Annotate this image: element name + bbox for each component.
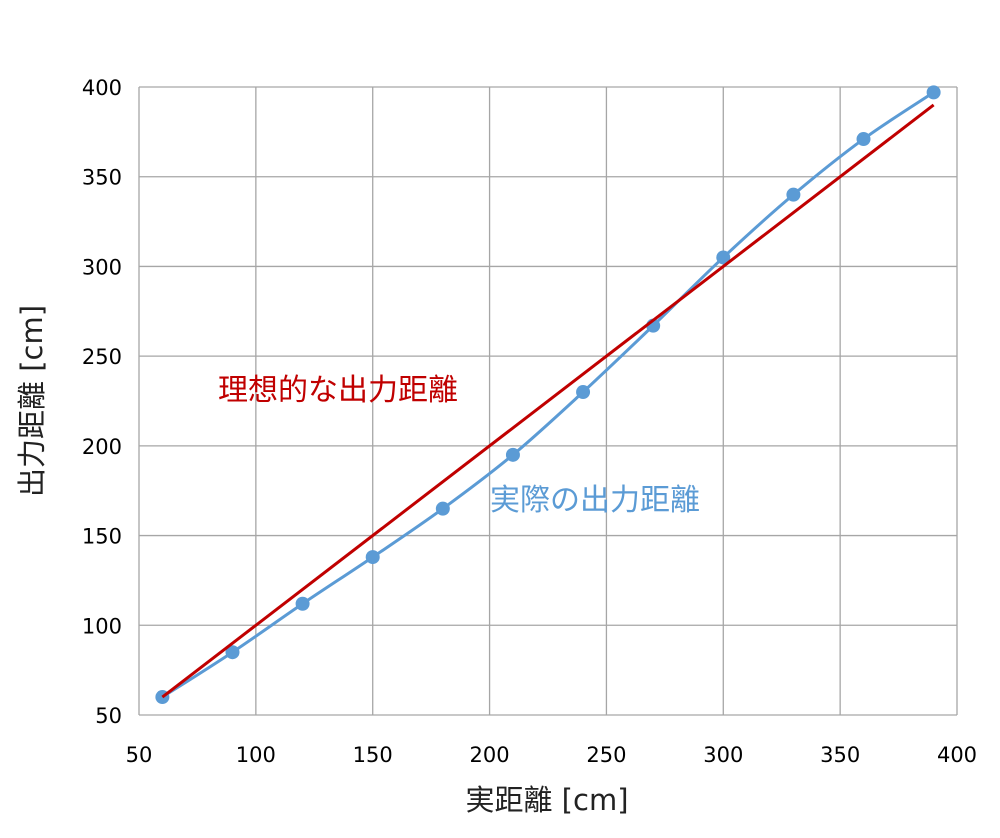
data-point [295, 596, 310, 611]
y-axis-title: 出力距離 [cm] [15, 305, 49, 497]
x-tick-label: 350 [820, 743, 860, 767]
series-line-ideal [161, 103, 935, 699]
series-line-actual [161, 91, 935, 699]
x-tick-label: 400 [937, 743, 977, 767]
data-point [576, 385, 591, 400]
series-label-actual: 実際の出力距離 [490, 483, 700, 518]
x-tick-label: 300 [703, 743, 743, 767]
data-point [435, 501, 450, 516]
data-point [716, 250, 731, 265]
data-point [786, 187, 801, 202]
x-tick-labels: 50 100 150 200 250 300 350 400 [126, 743, 977, 767]
y-tick-label: 50 [95, 704, 122, 728]
x-tick-label: 250 [586, 743, 626, 767]
data-point [225, 645, 240, 660]
data-point [505, 447, 520, 462]
y-tick-label: 200 [82, 435, 122, 459]
y-tick-label: 350 [82, 166, 122, 190]
x-tick-label: 150 [353, 743, 393, 767]
y-tick-label: 400 [82, 76, 122, 100]
x-tick-label: 200 [470, 743, 510, 767]
data-point [926, 85, 941, 100]
data-point [365, 550, 380, 565]
y-tick-label: 100 [82, 614, 122, 638]
x-axis-title: 実距離 [cm] [465, 783, 628, 817]
x-tick-label: 50 [126, 743, 153, 767]
y-tick-label: 150 [82, 525, 122, 549]
series-layer [155, 85, 941, 705]
y-tick-labels: 50 100 150 200 250 300 350 400 [82, 76, 122, 728]
grid [138, 86, 958, 716]
data-point [856, 132, 871, 147]
y-tick-label: 250 [82, 345, 122, 369]
x-tick-label: 100 [236, 743, 276, 767]
y-tick-label: 300 [82, 255, 122, 279]
series-label-ideal: 理想的な出力距離 [218, 373, 458, 408]
